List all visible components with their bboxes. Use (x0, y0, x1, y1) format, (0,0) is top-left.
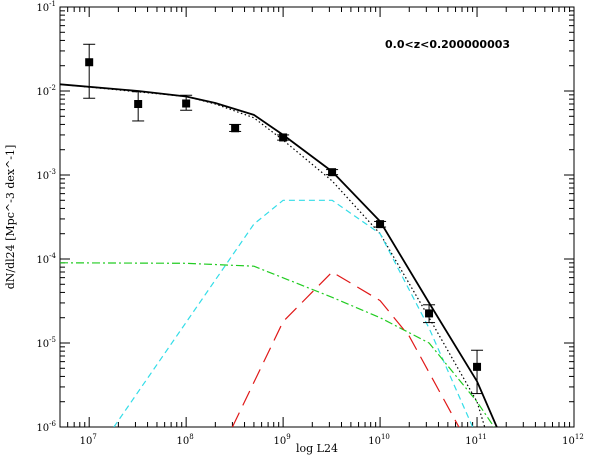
data-point (277, 133, 290, 142)
y-tick-label: 10-4 (36, 252, 56, 266)
data-marker (279, 133, 288, 142)
data-marker (134, 100, 143, 109)
y-tick-label: 10-5 (36, 336, 56, 350)
data-point (83, 43, 96, 99)
data-point (326, 168, 339, 177)
series-line-long-dash (231, 271, 460, 427)
data-marker (85, 58, 94, 67)
plot-frame (59, 6, 575, 428)
data-marker (328, 168, 337, 177)
axis-ticks (59, 6, 575, 428)
data-marker (182, 99, 191, 108)
x-tick-label: 1012 (562, 433, 584, 447)
data-point (423, 304, 436, 324)
data-point (471, 349, 484, 395)
data-marker (231, 124, 240, 133)
data-point (374, 220, 387, 229)
series-line-solid (60, 83, 498, 427)
x-tick-label: 109 (274, 433, 291, 447)
y-tick-label: 10-6 (36, 420, 56, 434)
y-tick-label: 10-3 (36, 168, 56, 182)
series-line-dash-dot (60, 262, 495, 427)
model-curves (60, 83, 498, 427)
data-marker (376, 220, 385, 229)
series-line-dotted (60, 83, 486, 427)
x-tick-label: 1011 (465, 433, 487, 447)
y-axis-title: dN/dl24 [Mpc^-3 dex^-1] (4, 145, 17, 290)
data-marker (425, 309, 434, 318)
y-tick-label: 10-2 (36, 84, 56, 98)
x-tick-label: 1010 (368, 433, 390, 447)
data-points (83, 43, 484, 395)
x-axis-title: log L24 (296, 442, 338, 455)
y-tick-label: 10-1 (36, 0, 56, 14)
x-tick-label: 107 (80, 433, 97, 447)
redshift-annotation: 0.0<z<0.200000003 (385, 38, 510, 51)
data-point (229, 123, 242, 133)
data-marker (473, 362, 482, 371)
data-point (180, 94, 193, 111)
x-tick-label: 108 (177, 433, 194, 447)
data-point (132, 91, 145, 122)
series-line-short-dash (113, 199, 474, 427)
